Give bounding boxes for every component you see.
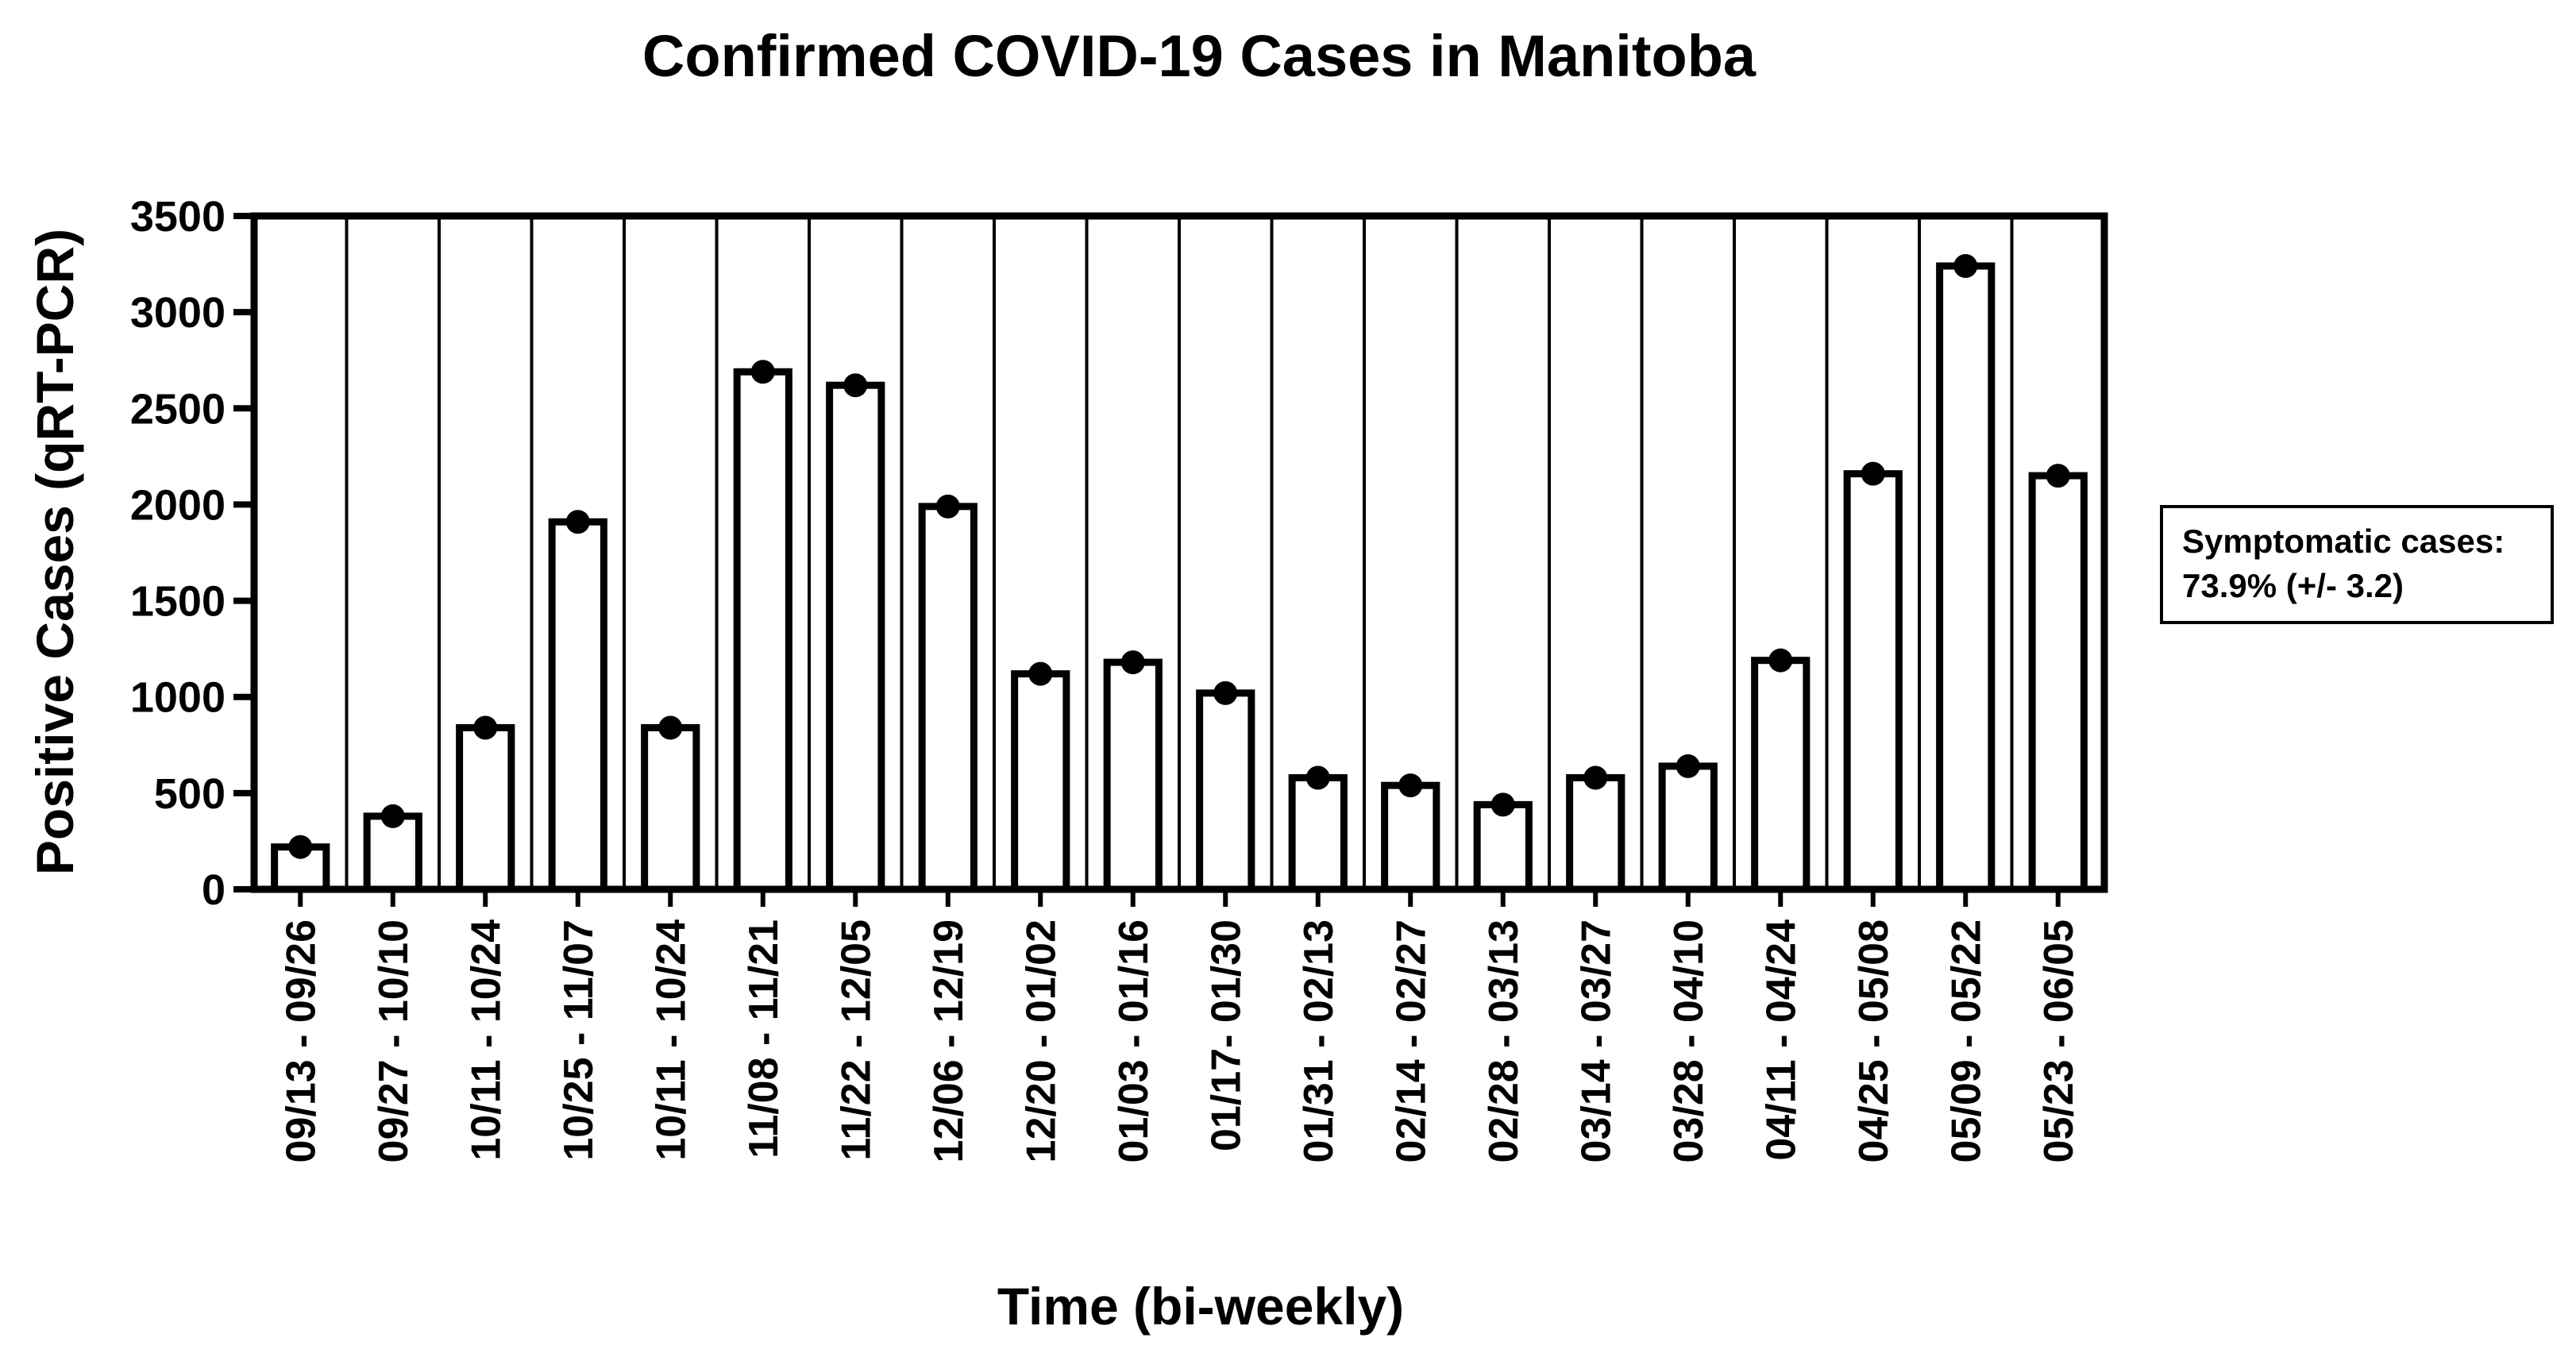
data-point — [1676, 754, 1700, 778]
x-tick-label: 09/13 - 09/26 — [278, 919, 324, 1162]
x-tick-label: 04/25 - 05/08 — [1851, 919, 1897, 1162]
x-tick-label: 10/11 - 10/24 — [648, 919, 694, 1161]
bar — [548, 518, 607, 893]
bar — [1196, 689, 1255, 893]
data-point — [288, 835, 313, 859]
bar — [1751, 657, 1811, 893]
bar — [1381, 781, 1440, 893]
x-tick-label: 09/27 - 10/10 — [371, 919, 417, 1162]
data-point — [1490, 792, 1515, 817]
plot-area: 0 500 1000 1500 2000 2500 3000 3500 09/13 - 09/2… — [130, 193, 2108, 1162]
x-tick-label: 05/23 - 06/05 — [2036, 919, 2082, 1162]
bar — [2028, 472, 2088, 893]
chart-title: Confirmed COVID-19 Cases in Manitoba — [642, 23, 1757, 89]
data-point — [1398, 773, 1423, 798]
bar — [1288, 773, 1348, 893]
data-point — [565, 510, 590, 534]
bar — [826, 381, 885, 893]
x-tick-label: 11/08 - 11/21 — [741, 919, 787, 1158]
annotation-box: Symptomatic cases: 73.9% (+/- 3.2) — [2160, 505, 2554, 624]
x-tick-label: 11/22 - 12/05 — [833, 919, 879, 1161]
x-tick-label: 10/11 - 10/24 — [463, 919, 509, 1161]
data-point — [935, 494, 960, 519]
x-tick-label: 04/11 - 04/24 — [1758, 919, 1804, 1161]
y-axis-title: Positive Cases (qRT-PCR) — [25, 229, 84, 875]
data-point — [658, 715, 683, 740]
bar — [918, 503, 978, 893]
bar — [1936, 262, 1996, 893]
data-point — [1861, 461, 1885, 486]
x-tick-label: 03/14 - 03/27 — [1573, 919, 1619, 1162]
y-tick-label: 1000 — [130, 674, 226, 722]
y-tick-label: 2500 — [130, 385, 226, 433]
x-tick-label: 02/28 - 03/13 — [1481, 919, 1527, 1162]
bar — [1103, 658, 1163, 893]
bar — [1658, 762, 1718, 893]
data-point — [843, 373, 868, 398]
x-axis-title: Time (bi-weekly) — [997, 1277, 1404, 1336]
x-tick-label: 05/09 - 05/22 — [1943, 919, 1989, 1162]
data-point — [1768, 648, 1793, 673]
bar — [1566, 773, 1625, 893]
y-tick-label: 0 — [202, 866, 226, 914]
data-point — [380, 804, 405, 828]
y-tick-label: 3000 — [130, 289, 226, 337]
data-point — [1953, 253, 1978, 278]
data-point — [2046, 464, 2070, 488]
bar — [641, 723, 700, 893]
x-tick-label: 03/28 - 04/10 — [1666, 919, 1712, 1162]
bar — [456, 723, 515, 893]
data-point — [1305, 765, 1330, 790]
x-tick-label: 01/31 - 02/13 — [1296, 919, 1342, 1162]
bar — [1843, 470, 1903, 893]
data-point — [1583, 765, 1608, 790]
x-tick-label: 10/25 - 11/07 — [556, 919, 602, 1161]
x-tick-label: 12/20 - 01/02 — [1018, 919, 1064, 1162]
data-point — [1120, 650, 1145, 675]
data-point — [473, 715, 498, 740]
y-tick-label: 3500 — [130, 193, 226, 241]
data-point — [1028, 661, 1053, 686]
x-tick-label: 12/06 - 12/19 — [926, 919, 972, 1162]
x-tick-label: 01/17- 01/30 — [1203, 919, 1249, 1151]
y-tick-label: 2000 — [130, 481, 226, 529]
bar — [733, 368, 792, 893]
bar — [1011, 670, 1070, 893]
y-tick-label: 1500 — [130, 578, 226, 626]
y-tick-label: 500 — [154, 770, 226, 818]
x-tick-label: 02/14 - 02/27 — [1388, 919, 1434, 1162]
annotation-line-2: 73.9% (+/- 3.2) — [2182, 567, 2404, 604]
bar — [1473, 800, 1533, 893]
annotation-line-1: Symptomatic cases: — [2182, 522, 2505, 560]
x-tick-label: 01/03 - 01/16 — [1111, 919, 1157, 1162]
data-point — [750, 360, 775, 384]
data-point — [1213, 680, 1238, 705]
